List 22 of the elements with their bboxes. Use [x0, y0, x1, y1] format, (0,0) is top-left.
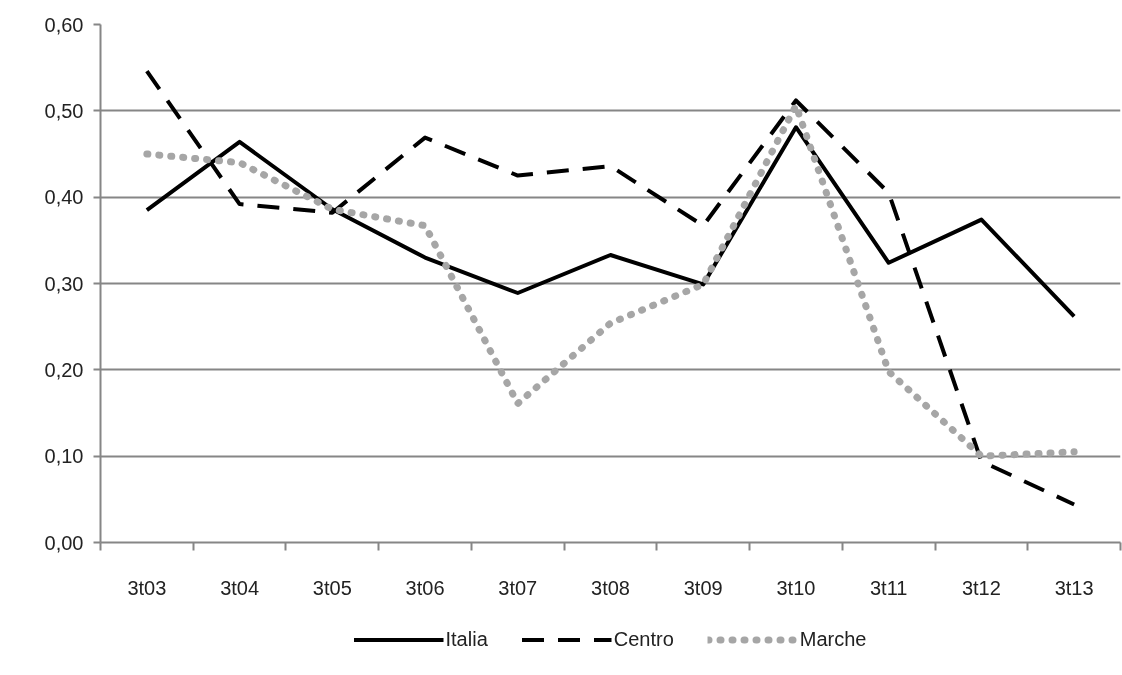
- y-tick-label: 0,10: [44, 445, 84, 468]
- y-tick-label: 0,30: [44, 272, 84, 295]
- x-tick-label: 3t07: [498, 576, 538, 599]
- legend-label: Italia: [445, 627, 488, 651]
- x-tick-label: 3t05: [312, 576, 352, 599]
- x-tick-label: 3t12: [961, 576, 1001, 599]
- legend-label: Centro: [613, 627, 674, 651]
- y-tick-label: 0,00: [44, 531, 84, 554]
- x-tick-label: 3t13: [1054, 576, 1094, 599]
- x-tick-label: 3t09: [683, 576, 723, 599]
- x-tick-label: 3t03: [127, 576, 167, 599]
- x-tick-label: 3t11: [869, 576, 908, 599]
- x-tick-label: 3t04: [220, 576, 260, 599]
- line-series: [144, 69, 1077, 507]
- x-tick-label: 3t10: [776, 576, 816, 599]
- x-tick-label: 3t08: [591, 576, 630, 599]
- legend-label: Marche: [799, 627, 867, 651]
- x-tick-label: 3t06: [405, 576, 445, 599]
- y-tick-label: 0,60: [44, 13, 84, 36]
- y-tick-label: 0,20: [44, 358, 84, 381]
- y-tick-label: 0,50: [44, 99, 84, 122]
- y-tick-label: 0,40: [44, 186, 84, 209]
